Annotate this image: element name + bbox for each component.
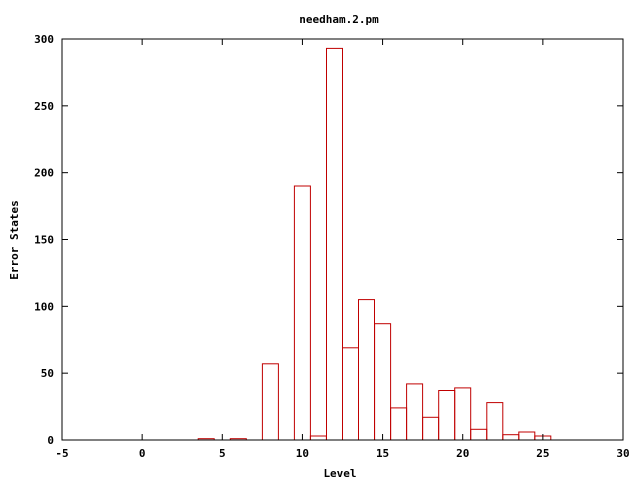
y-tick-label: 200 [34,167,54,180]
y-tick-label: 150 [34,234,54,247]
y-axis-ticks: 0 50 100 150 200 250 300 [34,33,623,447]
bar-level-19 [438,390,456,441]
x-tick-label: 30 [616,447,629,460]
x-tick-label: 0 [139,447,146,460]
y-tick-label: 0 [47,434,54,447]
bar-level-10 [293,185,311,441]
y-tick-label: 250 [34,100,54,113]
bar-level-22 [486,402,504,441]
y-tick-label: 100 [34,300,54,313]
bar-level-17 [406,383,424,441]
bar-level-21 [470,428,488,441]
bar-level-16 [390,407,408,441]
x-tick-label: 10 [296,447,309,460]
y-tick-label: 300 [34,33,54,46]
x-tick-label: 5 [219,447,226,460]
x-tick-label: 20 [456,447,469,460]
x-tick-label: 25 [536,447,549,460]
bar-level-11 [309,435,327,441]
y-axis-label: Error States [8,200,21,279]
bar-level-23 [502,434,520,441]
x-tick-label: -5 [55,447,68,460]
bars-group [197,47,552,441]
y-tick-label: 50 [41,367,54,380]
x-axis-label: Level [323,467,356,480]
bar-level-13 [342,347,359,441]
bar-level-12 [326,47,343,441]
bar-level-20 [454,387,472,441]
bar-level-24 [518,431,536,441]
bar-level-8 [261,363,279,441]
x-tick-label: 15 [376,447,389,460]
bar-level-15 [374,323,392,441]
bar-level-14 [358,299,375,441]
bar-level-18 [422,416,440,441]
x-axis-ticks: -5 0 5 10 15 20 25 30 [55,39,630,460]
chart-title: needham.2.pm [299,13,379,26]
